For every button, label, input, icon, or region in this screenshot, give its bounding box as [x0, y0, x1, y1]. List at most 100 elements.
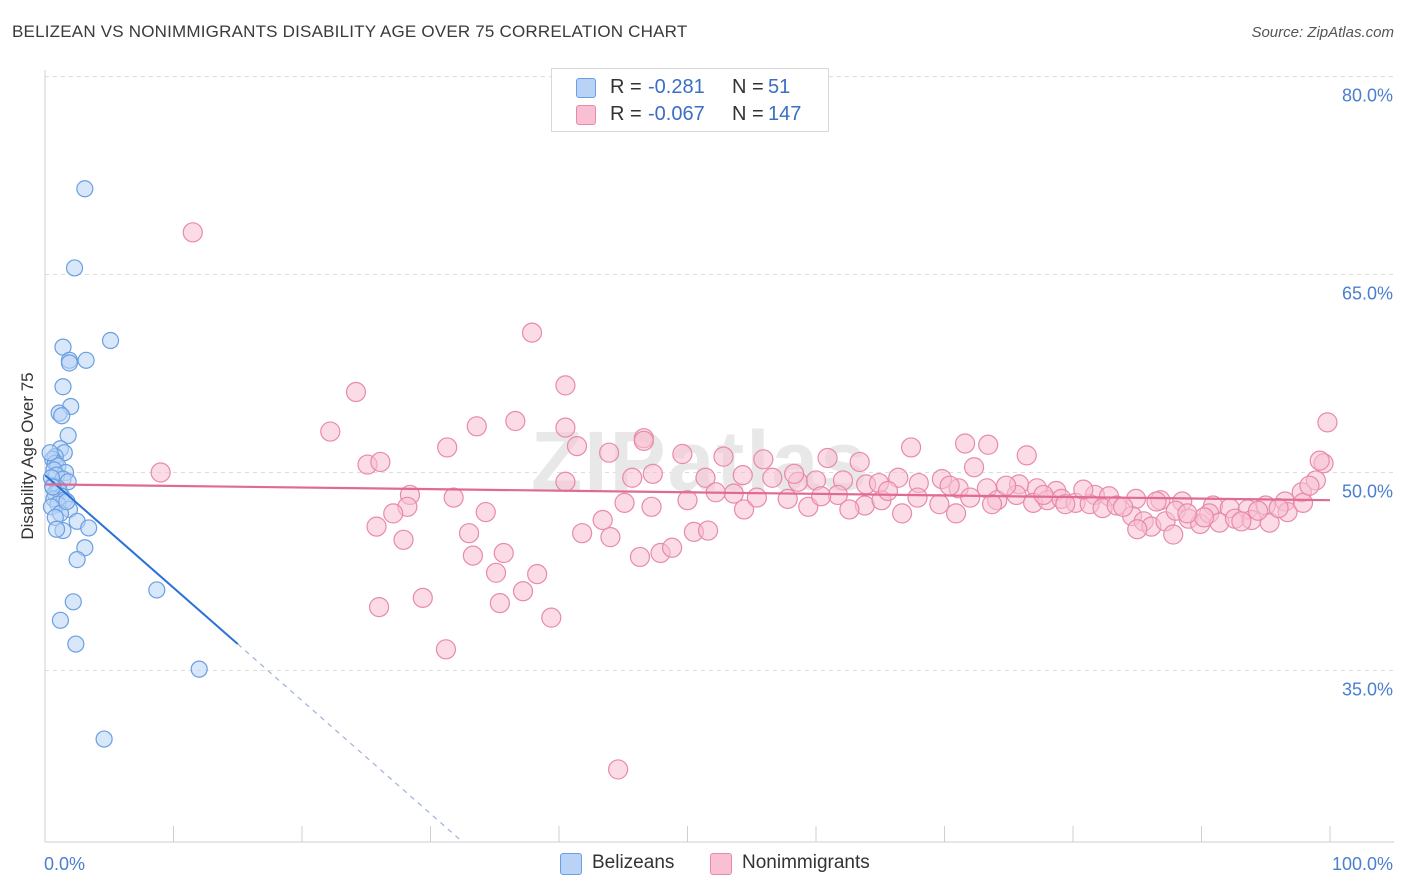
legend-r-value: -0.281 [648, 76, 705, 98]
belizeans-point [60, 354, 79, 372]
y-tick-label: 50.0% [1342, 481, 1393, 501]
nonimmigrants-point [839, 499, 860, 520]
grid-layer [45, 76, 1394, 671]
nonimmigrants-point [345, 381, 367, 403]
nonimmigrants-point [489, 593, 510, 614]
belizeans-point [64, 593, 82, 611]
chart-source: Source: ZipAtlas.com [1251, 24, 1394, 41]
nonimmigrants-point [512, 581, 534, 602]
nonimmigrants-point [811, 486, 832, 507]
nonimmigrants-point [608, 759, 629, 780]
legend-r-value: -0.067 [648, 103, 705, 125]
nonimmigrants-point [1299, 475, 1320, 496]
nonimmigrants-point [945, 503, 967, 524]
nonimmigrants-point [435, 639, 457, 660]
y-tick-label: 80.0% [1342, 86, 1393, 106]
nonimmigrants-point [150, 462, 171, 483]
nonimmigrants-point [505, 410, 526, 432]
nonimmigrants-point [677, 490, 698, 511]
belizeans-point [76, 539, 94, 557]
nonimmigrants-swatch [576, 105, 596, 125]
legend-label-nonimmigrants: Nonimmigrants [742, 852, 870, 873]
nonimmigrants-point [1163, 524, 1184, 545]
belizeans-point [51, 611, 70, 629]
nonimmigrants-point [555, 375, 576, 396]
nonimmigrants-point [1073, 479, 1094, 500]
nonimmigrants-legend-swatch [710, 853, 732, 875]
nonimmigrants-point [784, 463, 805, 484]
nonimmigrants-point [891, 503, 913, 524]
nonimmigrants-point [493, 542, 514, 564]
nonimmigrants-point [695, 467, 716, 488]
nonimmigrants-point [1317, 412, 1338, 433]
nonimmigrants-point [1177, 503, 1198, 524]
nonimmigrants-point [642, 463, 663, 484]
chart-title: BELIZEAN VS NONIMMIGRANTS DISABILITY AGE… [12, 22, 688, 41]
nonimmigrants-point [1113, 496, 1134, 517]
nonimmigrants-point [366, 516, 387, 537]
nonimmigrants-point [978, 434, 999, 455]
nonimmigrants-point [1268, 498, 1289, 519]
nonimmigrants-point [527, 564, 548, 585]
nonimmigrants-point [383, 503, 404, 524]
belizeans-point [77, 351, 95, 369]
nonimmigrants-point [437, 437, 458, 458]
nonimmigrants-point [1033, 484, 1054, 506]
nonimmigrants-point [592, 509, 613, 531]
nonimmigrants-point [907, 487, 928, 508]
legend-r-label: R = [610, 103, 642, 125]
legend-n-value: 51 [768, 76, 791, 98]
trend-layer [44, 474, 1331, 843]
belizeans-swatch [576, 78, 596, 98]
nonimmigrants-point [996, 475, 1017, 496]
nonimmigrants-point [849, 451, 870, 473]
nonimmigrants-point [555, 417, 576, 438]
nonimmigrants-trend-line [44, 483, 1331, 502]
nonimmigrants-point [929, 494, 950, 515]
legend-n-label: N = [732, 103, 764, 125]
belizeans-legend-swatch [560, 853, 582, 875]
nonimmigrants-point [762, 467, 783, 488]
nonimmigrants-point [521, 322, 543, 343]
y-axis-label: Disability Age Over 75 [18, 372, 37, 539]
nonimmigrants-point [600, 527, 621, 548]
belizeans-point [101, 331, 120, 350]
nonimmigrants-point [443, 487, 464, 508]
belizeans-point [190, 660, 208, 678]
nonimmigrants-point [462, 545, 484, 566]
points-layer [41, 180, 1338, 780]
belizeans-point [148, 581, 166, 599]
nonimmigrants-point [746, 487, 767, 508]
nonimmigrants-point [753, 449, 774, 470]
nonimmigrants-point [633, 430, 654, 451]
belizeans-point [47, 520, 66, 538]
nonimmigrants-point [466, 416, 487, 437]
nonimmigrants-point [182, 222, 203, 243]
belizeans-point [59, 426, 77, 445]
nonimmigrants-point [1055, 494, 1076, 515]
legend-n-value: 147 [768, 103, 802, 125]
nonimmigrants-point [485, 562, 507, 583]
belizeans-point [95, 730, 113, 748]
nonimmigrants-point [661, 537, 683, 558]
nonimmigrants-point [1309, 450, 1330, 471]
correlation-legend: R = -0.281 N = 51 R = -0.067 N = 147 [551, 68, 829, 132]
nonimmigrants-point [1231, 511, 1252, 532]
nonimmigrants-point [458, 523, 480, 544]
nonimmigrants-point [599, 442, 620, 463]
x-tick-label: 0.0% [44, 854, 85, 874]
nonimmigrants-point [475, 501, 496, 523]
belizeans-point [67, 635, 85, 653]
nonimmigrants-point [412, 587, 433, 608]
nonimmigrants-point [1016, 445, 1037, 466]
nonimmigrants-point [393, 529, 414, 550]
nonimmigrants-point [541, 607, 562, 628]
nonimmigrants-point [777, 488, 798, 509]
legend-n-label: N = [732, 76, 764, 98]
belizeans-trend-extension [237, 643, 464, 843]
nonimmigrants-point [629, 546, 651, 568]
belizeans-point [54, 378, 72, 396]
nonimmigrants-point [641, 496, 662, 517]
nonimmigrants-point [960, 487, 981, 508]
